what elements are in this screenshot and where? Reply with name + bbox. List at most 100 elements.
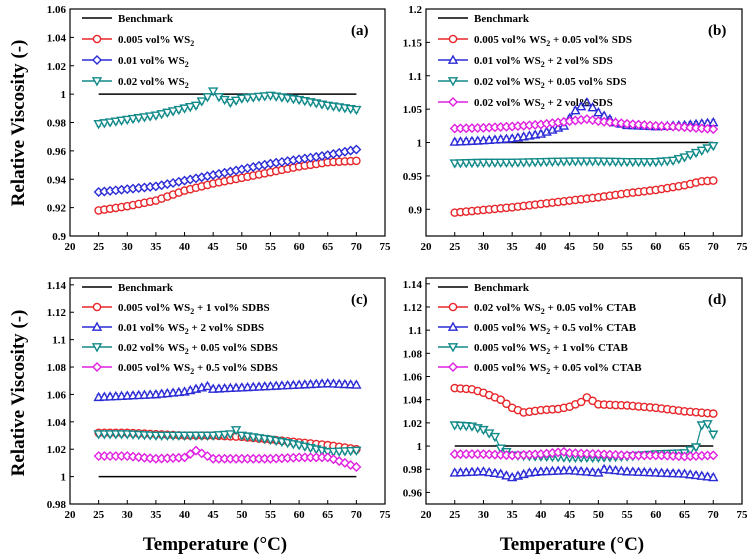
x-tick-label: 50: [593, 241, 605, 253]
data-point: [581, 466, 593, 476]
data-point: [334, 456, 345, 467]
legend: Benchmark 0.02 vol% WS2 + 0.05 vol% CTAB 0…: [438, 282, 642, 376]
legend: Benchmark 0.005 vol% WS2 + 0.05 vol% SDS 0…: [438, 13, 632, 111]
y-tick-label: 1.1: [408, 325, 422, 337]
data-point: [122, 115, 133, 126]
y-tick-label: 1.1: [408, 71, 422, 83]
data-point: [202, 380, 213, 391]
x-tick-label: 60: [650, 241, 662, 253]
data-point: [581, 114, 592, 125]
data-point: [190, 101, 202, 111]
data-point: [253, 92, 265, 103]
data-point: [484, 466, 495, 477]
data-point: [351, 144, 362, 155]
data-point: [696, 146, 707, 156]
x-tick-label: 65: [322, 241, 334, 253]
x-tick-label: 60: [294, 509, 306, 521]
data-point: [461, 159, 472, 169]
data-point: [466, 158, 478, 169]
x-axis-label-left: Temperature (°C): [143, 534, 287, 555]
x-tick-label: 35: [150, 509, 162, 521]
data-point: [242, 93, 253, 104]
data-point: [662, 157, 673, 167]
data-point: [478, 466, 489, 476]
x-tick-label: 55: [622, 509, 634, 521]
legend-label: 0.005 vol% WS2: [118, 34, 194, 48]
panel-2: 20 25 30 35 40 45 50 55 60 65 70 75 0.98 1 1.02 1.04 1.0…: [47, 277, 391, 521]
panel-label: (a): [351, 23, 369, 39]
data-point: [236, 94, 248, 104]
data-point: [322, 448, 333, 458]
x-tick-label: 55: [622, 241, 634, 253]
x-tick-label: 30: [122, 241, 134, 253]
data-point: [518, 158, 529, 168]
panel-label: (c): [351, 292, 368, 308]
data-point: [110, 117, 122, 127]
data-point: [558, 157, 570, 167]
data-point: [570, 465, 581, 475]
x-tick-label: 20: [65, 241, 77, 253]
data-point: [351, 105, 362, 116]
data-point: [685, 446, 696, 456]
data-point: [644, 467, 656, 477]
data-point: [547, 157, 558, 168]
data-point: [702, 144, 713, 154]
legend-marker: [91, 321, 103, 331]
y-tick-label: 0.9: [408, 204, 422, 216]
legend-label: 0.02 vol% WS2: [118, 76, 189, 90]
x-tick-label: 25: [93, 509, 105, 521]
data-point: [496, 395, 505, 404]
panel-0: 20 25 30 35 40 45 50 55 60 65 70 75 0.9 0.92 0.94 0.96 0…: [47, 4, 391, 253]
y-tick-label: 0.98: [403, 464, 423, 476]
data-point: [352, 156, 361, 166]
data-point: [564, 464, 575, 475]
data-point: [702, 471, 713, 481]
plot-frame: [425, 277, 743, 505]
data-point: [552, 157, 564, 167]
series-1: [449, 463, 719, 482]
legend-marker: [447, 343, 459, 353]
x-tick-label: 60: [650, 509, 662, 521]
data-point: [219, 430, 230, 441]
y-tick-label: 1: [61, 89, 67, 101]
data-point: [133, 114, 144, 124]
data-point: [322, 378, 333, 388]
y-tick-label: 1.08: [47, 362, 67, 374]
data-point: [656, 157, 667, 167]
data-point: [202, 451, 213, 462]
data-point: [598, 463, 610, 474]
data-point: [576, 397, 586, 407]
x-tick-label: 30: [122, 509, 134, 521]
data-point: [116, 116, 127, 126]
data-point: [575, 465, 587, 476]
x-tick-label: 50: [236, 509, 248, 521]
data-point: [587, 102, 598, 112]
y-tick-label: 1.14: [403, 279, 423, 291]
data-point: [248, 93, 259, 103]
x-tick-label: 20: [65, 509, 77, 521]
legend-label: 0.005 vol% WS2 + 1 vol% SDBS: [118, 302, 270, 316]
legend-marker: [447, 321, 459, 331]
data-point: [679, 153, 690, 163]
y-tick-label: 1.08: [403, 348, 423, 360]
legend-label: 0.02 vol% WS2 + 0.05 vol% SDBS: [118, 342, 278, 356]
data-point: [673, 154, 684, 165]
legend-label: 0.005 vol% WS2 + 0.5 vol% SDBS: [118, 362, 278, 376]
legend-label: 0.01 vol% WS2 + 2 vol% SDS: [474, 55, 613, 69]
y-tick-label: 0.92: [47, 203, 67, 215]
legend-marker: [448, 362, 458, 372]
data-point: [506, 158, 518, 169]
x-axis-label-right: Temperature (°C): [500, 534, 644, 555]
data-point: [230, 426, 242, 436]
data-point: [656, 467, 667, 477]
legend-marker: [92, 362, 102, 372]
x-tick-label: 45: [564, 509, 576, 521]
data-point: [213, 431, 225, 441]
data-point: [449, 159, 460, 169]
series-0: [450, 383, 718, 418]
data-point: [501, 470, 512, 480]
chart-panels: 20 25 30 35 40 45 50 55 60 65 70 750.90.920.940.960…: [47, 4, 748, 521]
data-point: [541, 157, 552, 168]
data-point: [339, 447, 351, 457]
data-point: [207, 431, 219, 441]
